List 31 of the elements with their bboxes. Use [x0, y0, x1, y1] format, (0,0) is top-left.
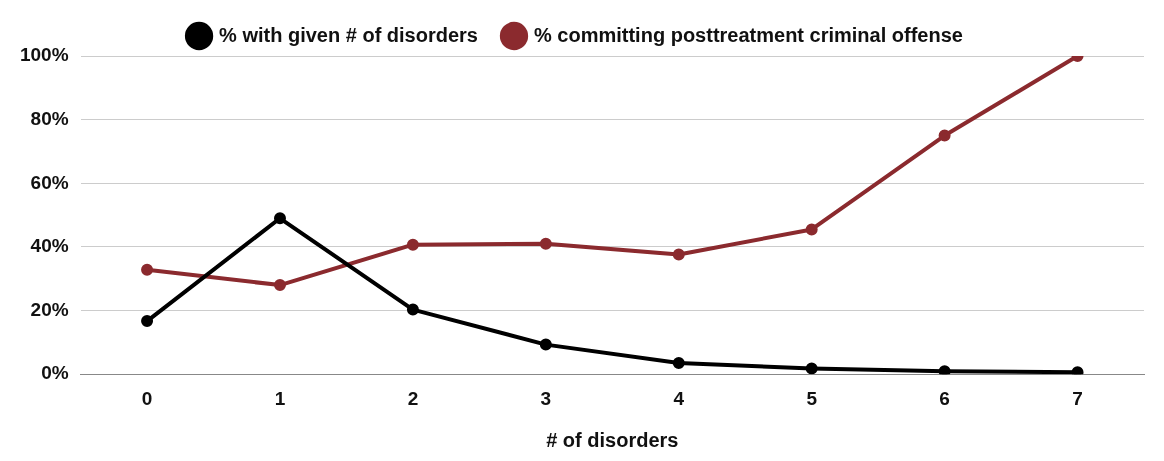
- y-tick-label: 80%: [30, 107, 69, 129]
- point: [805, 223, 818, 236]
- x-tick-label: 4: [673, 387, 685, 409]
- point: [273, 279, 286, 292]
- legend-label: % committing posttreatment criminal offense: [533, 23, 963, 46]
- point: [672, 357, 685, 370]
- x-axis-title: # of disorders: [546, 428, 679, 451]
- legend-label: % with given # of disorders: [219, 23, 478, 46]
- x-tick-label: 7: [1072, 387, 1083, 409]
- point: [141, 263, 154, 276]
- y-tick-label: 0%: [41, 362, 69, 384]
- y-tick-label: 100%: [19, 44, 69, 66]
- point: [539, 237, 552, 250]
- point: [805, 362, 818, 375]
- point: [938, 365, 951, 375]
- x-tick-label: 0: [141, 387, 153, 409]
- x-tick-label: 3: [540, 387, 552, 409]
- y-tick-label: 60%: [30, 171, 69, 193]
- point: [539, 338, 552, 351]
- point: [406, 238, 419, 251]
- point: [938, 129, 951, 142]
- x-tick-label: 6: [939, 387, 950, 409]
- x-tick-label: 1: [274, 387, 286, 409]
- x-tick-label: 5: [806, 387, 818, 409]
- point: [141, 315, 154, 328]
- x-tick-label: 2: [407, 387, 419, 409]
- point: [406, 303, 419, 316]
- point: [672, 248, 685, 261]
- y-tick-label: 20%: [30, 298, 69, 320]
- y-tick-label: 40%: [30, 235, 69, 257]
- point: [273, 212, 286, 225]
